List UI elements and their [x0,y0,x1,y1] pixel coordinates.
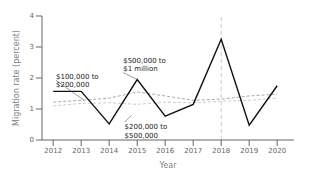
svg-text:2017: 2017 [184,147,202,155]
svg-text:0: 0 [30,136,34,144]
svg-text:2012: 2012 [44,147,62,155]
svg-text:2015: 2015 [128,147,146,155]
svg-text:2020: 2020 [268,147,286,155]
svg-text:$200,000 to$500,000: $200,000 to$500,000 [125,123,168,139]
svg-text:Year: Year [159,161,178,168]
svg-text:2016: 2016 [156,147,174,155]
svg-text:2014: 2014 [100,147,118,155]
svg-text:3: 3 [30,43,34,51]
svg-text:1: 1 [30,105,34,113]
svg-text:Migration rate (percent): Migration rate (percent) [12,30,21,126]
svg-text:$100,000 to$200,000: $100,000 to$200,000 [56,73,99,89]
svg-text:4: 4 [30,12,35,20]
svg-text:2: 2 [30,74,34,82]
svg-text:2019: 2019 [240,147,258,155]
svg-text:2013: 2013 [72,147,90,155]
svg-text:2018: 2018 [212,147,230,155]
svg-text:$500,000 to$1 million: $500,000 to$1 million [123,57,166,73]
